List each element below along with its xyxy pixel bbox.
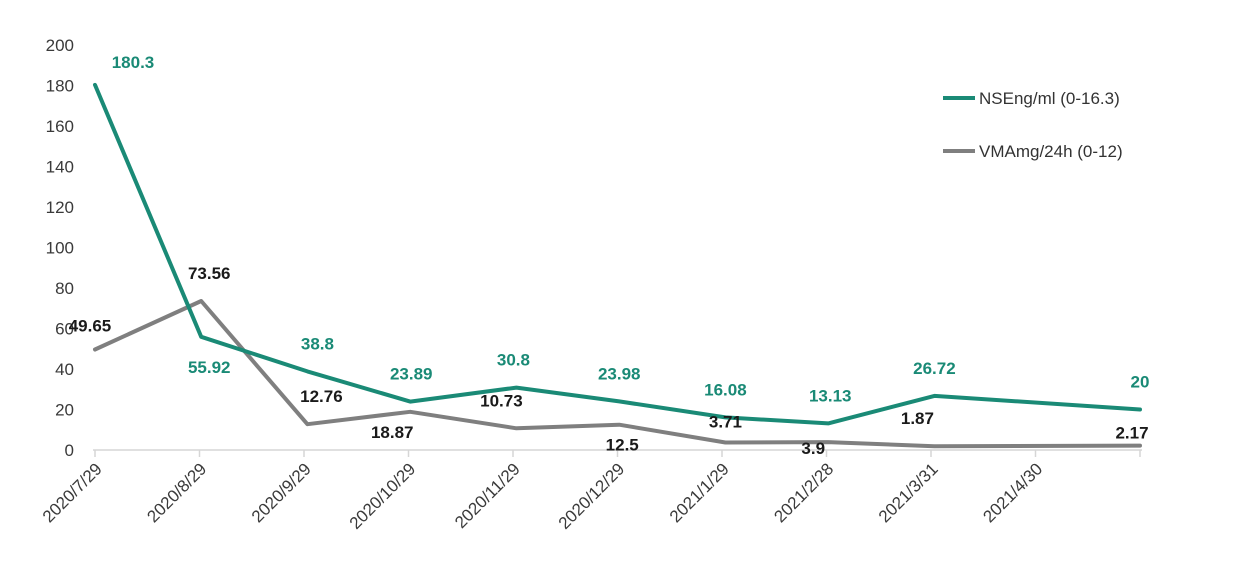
data-label-nse: 16.08 (704, 380, 747, 399)
y-tick-label: 200 (46, 36, 74, 55)
x-tick-label: 2021/1/29 (666, 459, 733, 526)
data-label-vma: 73.56 (188, 264, 231, 283)
x-tick-label: 2021/2/28 (770, 459, 837, 526)
data-label-vma: 12.76 (300, 387, 343, 406)
y-tick-label: 160 (46, 117, 74, 136)
legend-label-vma: VMAmg/24h (0-12) (979, 142, 1123, 161)
data-label-nse: 30.8 (497, 351, 530, 370)
y-tick-label: 180 (46, 77, 74, 96)
data-label-nse: 38.8 (301, 334, 334, 353)
legend: NSEng/ml (0-16.3) VMAmg/24h (0-12) (943, 89, 1123, 161)
legend-label-nse: NSEng/ml (0-16.3) (979, 89, 1120, 108)
y-tick-label: 120 (46, 198, 74, 217)
y-tick-label: 100 (46, 239, 74, 258)
y-tick-label: 140 (46, 158, 74, 177)
x-tick-label: 2021/4/30 (979, 459, 1046, 526)
y-tick-label: 80 (55, 279, 74, 298)
data-label-vma: 2.17 (1115, 424, 1148, 443)
data-label-vma: 3.9 (801, 439, 825, 458)
x-tick-label: 2020/12/29 (555, 459, 629, 533)
data-label-vma: 10.73 (480, 391, 523, 410)
data-label-vma: 1.87 (901, 409, 934, 428)
x-tick-label: 2020/7/29 (39, 459, 106, 526)
data-labels: 180.3 55.92 38.8 23.89 30.8 23.98 16.08 13.13 26… (69, 53, 1150, 458)
y-tick-label: 0 (65, 441, 74, 460)
data-label-vma: 18.87 (371, 423, 414, 442)
data-label-vma: 12.5 (606, 436, 639, 455)
data-label-nse: 55.92 (188, 358, 231, 377)
y-axis: 0 20 40 60 80 100 120 140 160 180 200 (46, 36, 74, 460)
x-tick-label: 2020/11/29 (451, 459, 524, 532)
x-axis: 2020/7/29 2020/8/29 2020/9/29 2020/10/29 202… (39, 449, 1142, 533)
x-tick-label: 2020/8/29 (143, 459, 210, 526)
data-label-vma: 49.65 (69, 316, 112, 335)
data-label-nse: 23.89 (390, 365, 433, 384)
y-tick-label: 20 (55, 401, 74, 420)
y-tick-label: 60 (55, 320, 74, 339)
data-label-nse: 20 (1131, 373, 1150, 392)
y-tick-label: 40 (55, 360, 74, 379)
series-line-vma (93, 299, 1142, 449)
x-tick-label: 2020/10/29 (346, 459, 420, 533)
data-label-nse: 13.13 (809, 386, 852, 405)
series-line-nse (93, 82, 1142, 426)
x-tick-label: 2021/3/31 (875, 459, 942, 526)
data-label-nse: 26.72 (913, 359, 956, 378)
data-label-nse: 180.3 (112, 53, 155, 72)
series-lines (93, 82, 1142, 449)
data-label-vma: 3.71 (709, 412, 742, 431)
data-label-nse: 23.98 (598, 364, 641, 383)
x-tick-label: 2020/9/29 (248, 459, 315, 526)
